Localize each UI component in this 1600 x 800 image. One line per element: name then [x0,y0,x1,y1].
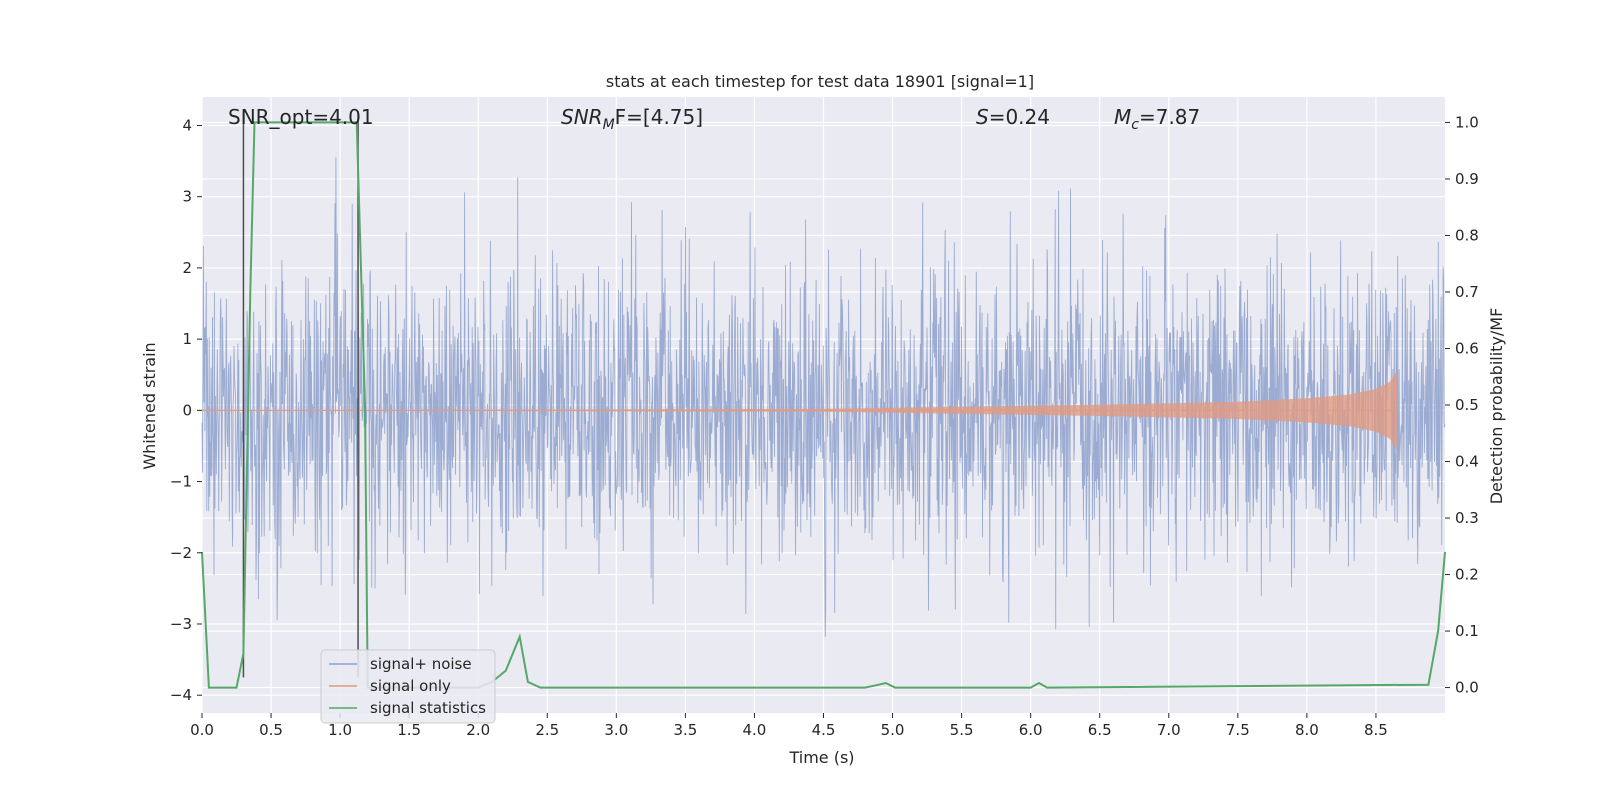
y2-tick-label: 0.8 [1455,226,1479,244]
y-tick-label: 4 [182,116,192,134]
x-tick-label: 5.0 [881,721,905,739]
y-tick-label: 2 [182,259,192,277]
y-tick-label: 0 [182,401,192,419]
y-axis-label: Whitened strain [140,342,159,469]
y2-tick-label: 1.0 [1455,113,1479,131]
mc-sub: c [1131,117,1139,133]
x-tick-label: 6.0 [1019,721,1043,739]
x-tick-label: 1.5 [397,721,421,739]
x-tick-label: 0.0 [190,721,214,739]
signal-statistics-line [201,121,1446,689]
y2-axis-label: Detection probability/MF [1487,308,1506,505]
snr-mf-tail: F=[4.75] [615,105,703,129]
y2-tick-label: 0.7 [1455,283,1479,301]
mc-label: M [1114,105,1131,129]
x-tick-label: 4.0 [743,721,767,739]
y2-tick-label: 0.5 [1455,396,1479,414]
x-tick-label: 5.5 [950,721,974,739]
x-axis-label: Time (s) [788,748,854,767]
y2-tick-label: 0.4 [1455,453,1479,471]
s-value: =0.24 [989,105,1050,129]
y2-tick-label: 0.0 [1455,679,1479,697]
y-tick-label: −2 [170,544,192,562]
series-signal-only [202,371,1399,450]
x-tick-label: 2.5 [535,721,559,739]
x-tick-label: 2.0 [466,721,490,739]
annotation-s: S=0.24 [976,105,1050,129]
x-tick-label: 1.0 [328,721,352,739]
y2-tick-label: 0.3 [1455,509,1479,527]
annotation-snr-mf: SNRMF=[4.75] [561,105,703,133]
x-tick-label: 3.0 [604,721,628,739]
x-tick-label: 6.5 [1088,721,1112,739]
snr-mf-main: SNR [561,105,603,129]
legend: signal+ noise signal only signal statist… [320,649,496,724]
x-tick-label: 3.5 [673,721,697,739]
y2-tick-label: 0.9 [1455,170,1479,188]
legend-label-signal-statistics: signal statistics [370,699,486,717]
y-tick-label: 3 [182,188,192,206]
chart-title: stats at each timestep for test data 189… [606,72,1034,91]
y-tick-label: −4 [170,686,192,704]
s-label: S [976,105,989,129]
x-tick-label: 8.5 [1364,721,1388,739]
mc-value: =7.87 [1139,105,1200,129]
y-tick-label: −3 [170,615,192,633]
y-tick-label: −1 [170,473,192,491]
legend-label-signal-noise: signal+ noise [370,655,472,673]
legend-box [320,649,496,724]
legend-label-signal-only: signal only [370,677,451,695]
snr-mf-sub: M [603,117,615,133]
x-tick-label: 0.5 [259,721,283,739]
y-tick-label: 1 [182,330,192,348]
x-tick-label: 8.0 [1295,721,1319,739]
series-signal-statistics [201,121,1446,689]
annotation-snr-opt: SNR_opt=4.01 [228,105,374,129]
y2-tick-label: 0.1 [1455,622,1479,640]
annotation-mc: Mc=7.87 [1114,105,1200,133]
y2-tick-label: 0.6 [1455,339,1479,357]
x-tick-label: 7.5 [1226,721,1250,739]
y2-tick-label: 0.2 [1455,566,1479,584]
x-tick-label: 4.5 [812,721,836,739]
x-tick-label: 7.0 [1157,721,1181,739]
